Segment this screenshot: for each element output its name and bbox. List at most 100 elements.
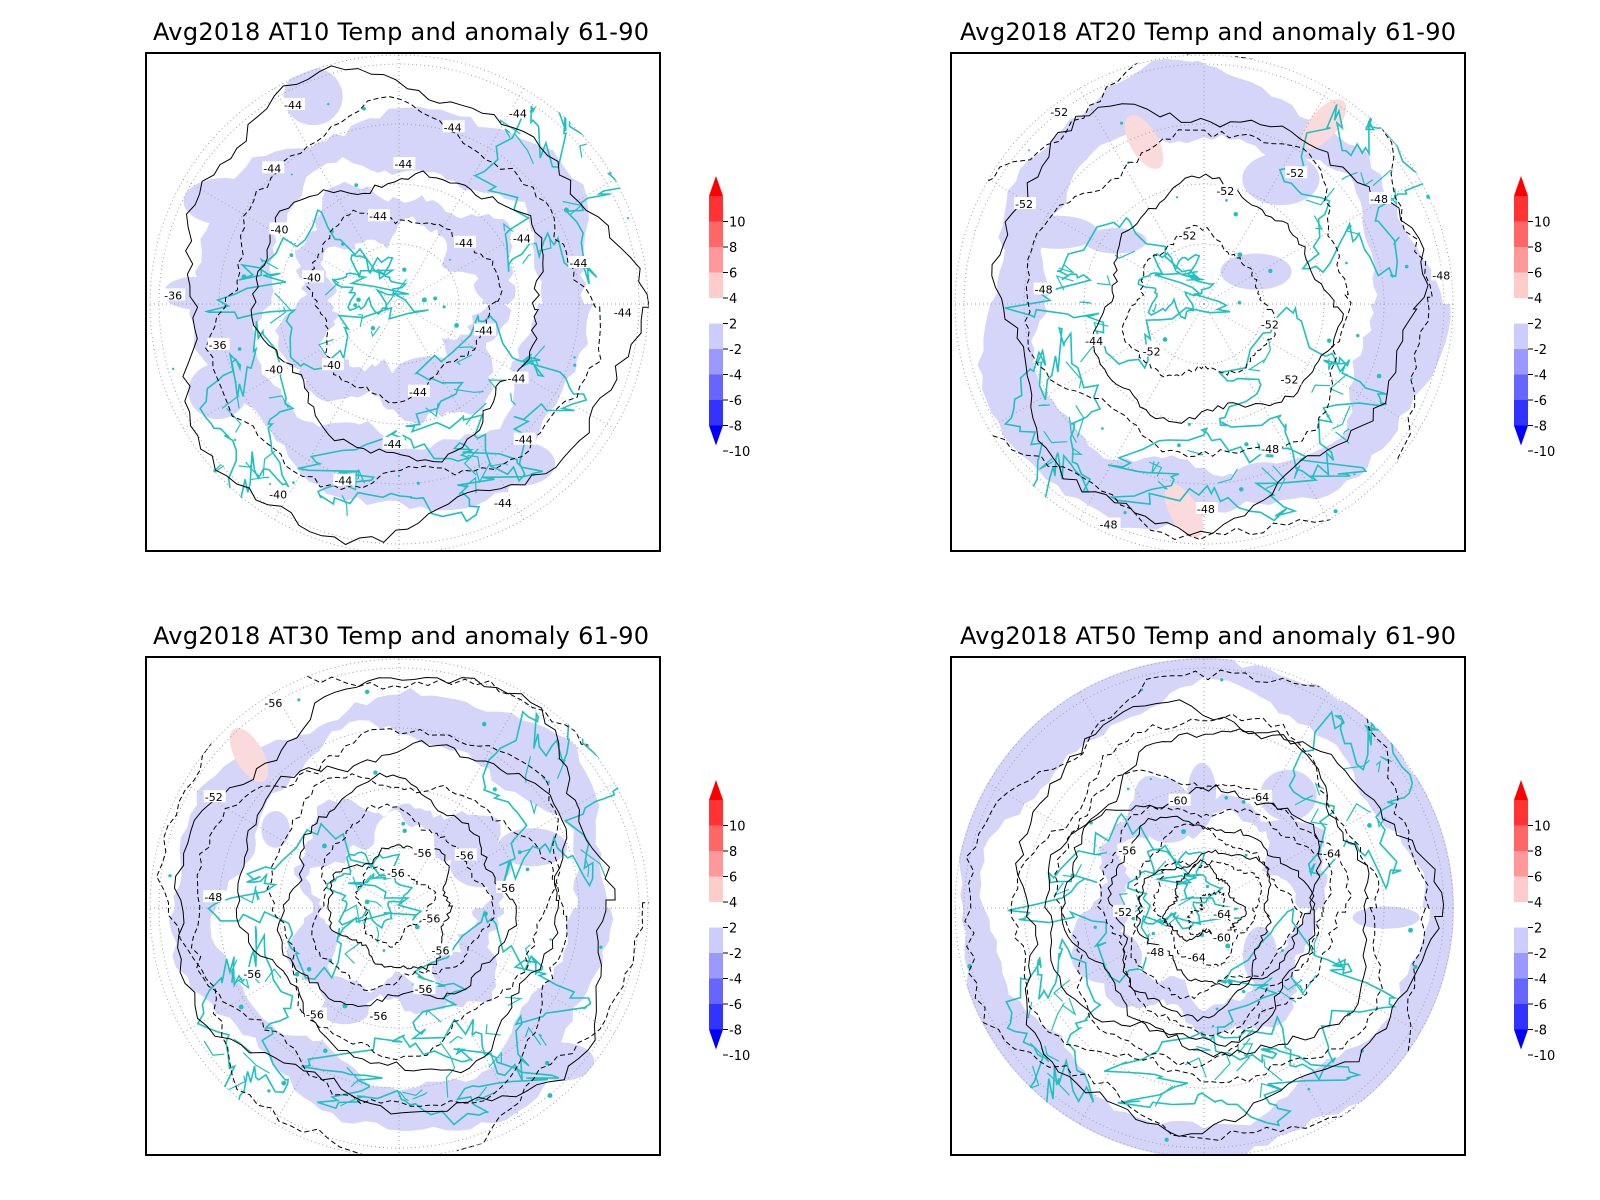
contour-label-bg [203,890,226,903]
polar-map: -56 -56 -56 -56 -56 -56 -48 -52 -56 -56 -56 -56 -56 [145,656,661,1156]
anomaly-region-negative [261,810,290,848]
contour-label-bg [412,846,435,859]
temperature-contour [266,773,557,1061]
border-line [579,143,587,158]
island [1237,300,1242,305]
island [290,173,293,176]
colorbar-label: -8 [729,420,742,435]
border-line [533,345,546,367]
contour-label-bg [1431,268,1454,281]
border-line [1261,467,1280,489]
border-line [1046,1072,1070,1096]
temperature-contour [1015,699,1445,1137]
contour-label-bg [1369,191,1392,204]
colorbar-label: 4 [729,292,737,307]
anomaly-region-negative [1084,228,1147,254]
border-line [340,1095,366,1107]
colorbar-label: 10 [1534,216,1551,231]
coastline [1107,427,1368,522]
contour-label: -52 [1216,185,1234,198]
island [281,1080,287,1086]
island [292,481,295,484]
border-line [522,254,532,264]
contour-label-bg [1168,793,1191,806]
border-line [1050,1002,1065,1031]
contour-label-bg [1215,184,1238,197]
border-line [357,469,366,484]
map-disk: -56 -56 -56 -56 -56 -56 -48 -52 -56 -56 -56 -56 -56 [149,658,649,1154]
border-line [1335,431,1350,444]
map-canvas: -64 -60 -64 -48 -52 -56 -60 -64 -64 [954,658,1454,1154]
island [1175,196,1179,199]
border-line [488,1051,502,1068]
border-line [1217,468,1239,484]
coastline [405,315,588,483]
island [297,698,301,702]
border-line [1293,465,1301,479]
contour-label-bg [1259,317,1282,330]
colorbar-segment [709,1004,723,1030]
island [563,207,569,213]
map-canvas: -52 -52 -48 -48 -48 -52 -44 -48 -52 -52 -52 -52 -52 -… [954,54,1454,550]
contour-label: -52 [1261,319,1279,332]
colorbar-label: 2 [729,922,737,937]
island [547,1093,553,1098]
island [1404,264,1409,269]
contour-label: -44 [569,257,587,270]
contour-label-bg [413,982,436,995]
coastline [1216,907,1398,1082]
map-boundary [149,658,649,1154]
temperature-contour [173,676,616,1115]
island [626,217,630,220]
contour-label-bg [454,848,477,861]
border-line [1062,997,1077,1016]
anomaly-region-negative [286,798,505,1015]
longitude-line [182,303,400,430]
contour-label: -56 [432,944,450,957]
contour-label-bg [1279,372,1302,385]
anomaly-region-negative [1352,906,1420,929]
contour-label: -40 [271,223,289,236]
contour-label-bg [1211,930,1234,943]
island [241,274,247,280]
border-line [458,346,476,350]
border-line [402,1089,423,1097]
contour-label: -48 [1197,503,1215,516]
border-line [352,874,372,892]
contour-label-bg [368,1009,391,1022]
contour-label: -52 [1178,230,1196,243]
colorbar-label: -4 [729,973,742,988]
anomaly-region-negative [1071,929,1142,984]
border-line [524,756,532,783]
temperature-contour [1186,889,1238,938]
border-line [233,1038,253,1054]
border-line [1343,759,1370,770]
border-line [1027,1001,1033,1018]
colorbar-segment [1514,851,1528,877]
colorbar-label: 6 [729,267,737,282]
contour-label-bg [442,120,465,133]
island [1367,823,1372,828]
contour-label: -56 [243,968,261,981]
island [401,821,406,826]
longitude-line [273,303,400,521]
coastline [196,926,294,1131]
border-line [1341,171,1358,181]
border-line [1289,975,1305,996]
longitude-line [1203,303,1421,430]
contour-label: -64 [1251,791,1269,804]
border-line [1148,461,1163,477]
anomaly-region-negative [1147,818,1190,843]
island [1244,442,1249,447]
border-line [1029,1042,1050,1063]
colorbar-segment [1514,349,1528,375]
colorbar-arrow-bottom [1514,425,1528,446]
contour-label: -40 [323,359,341,372]
colorbar-label: 2 [1534,318,1542,333]
coastline [410,909,592,1081]
colorbar-segment [1514,876,1528,902]
colorbar-label: 10 [1534,820,1551,835]
panel-title: Avg2018 AT20 Temp and anomaly 61-90 [960,18,1457,46]
longitude-line [398,907,525,1125]
border-line [1043,430,1068,444]
